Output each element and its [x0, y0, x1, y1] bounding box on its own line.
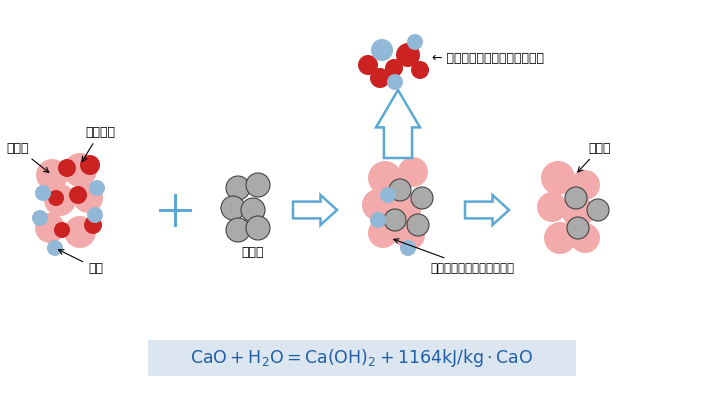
Circle shape — [362, 189, 394, 221]
Circle shape — [246, 173, 270, 197]
Circle shape — [544, 222, 576, 254]
Circle shape — [58, 159, 76, 177]
Circle shape — [387, 74, 403, 90]
Circle shape — [246, 216, 270, 240]
Circle shape — [69, 186, 87, 204]
Polygon shape — [293, 195, 337, 225]
Circle shape — [570, 223, 600, 253]
Text: 生石灰: 生石灰 — [242, 246, 264, 259]
Circle shape — [87, 207, 103, 223]
Circle shape — [73, 183, 103, 213]
Polygon shape — [376, 90, 420, 158]
Circle shape — [565, 187, 587, 209]
Circle shape — [64, 216, 96, 248]
Circle shape — [368, 218, 398, 248]
Text: 水分: 水分 — [59, 250, 103, 274]
Circle shape — [221, 196, 245, 220]
Circle shape — [84, 216, 102, 234]
Circle shape — [226, 176, 250, 200]
Circle shape — [380, 187, 396, 203]
Circle shape — [80, 155, 100, 175]
Circle shape — [407, 214, 429, 236]
Circle shape — [411, 187, 433, 209]
Text: $\mathregular{CaO+H_2O=Ca(OH)_2+1164kJ/kg\cdot CaO}$: $\mathregular{CaO+H_2O=Ca(OH)_2+1164kJ/k… — [190, 347, 534, 369]
Circle shape — [385, 59, 403, 77]
Circle shape — [36, 159, 68, 191]
Circle shape — [89, 180, 105, 196]
Circle shape — [226, 218, 250, 242]
FancyBboxPatch shape — [148, 340, 576, 376]
Circle shape — [541, 161, 575, 195]
Circle shape — [370, 68, 390, 88]
Text: 生石灰と水分が反応し発熱: 生石灰と水分が反応し発熱 — [393, 239, 514, 274]
Circle shape — [47, 240, 63, 256]
Circle shape — [32, 210, 48, 226]
Polygon shape — [465, 195, 509, 225]
Circle shape — [567, 217, 589, 239]
Circle shape — [570, 170, 600, 200]
Text: 土粒子: 土粒子 — [7, 141, 49, 173]
Text: ← 汚染物質が水分とともに蔣発: ← 汚染物質が水分とともに蔣発 — [432, 51, 544, 64]
Circle shape — [411, 61, 429, 79]
Circle shape — [371, 39, 393, 61]
Circle shape — [48, 190, 64, 206]
Circle shape — [35, 213, 65, 243]
Text: 土粒子: 土粒子 — [578, 141, 611, 172]
Circle shape — [384, 209, 406, 231]
Circle shape — [368, 161, 402, 195]
Circle shape — [400, 240, 416, 256]
Circle shape — [562, 196, 594, 228]
Circle shape — [358, 55, 378, 75]
Circle shape — [35, 185, 51, 201]
Circle shape — [241, 198, 265, 222]
Circle shape — [395, 220, 425, 250]
Circle shape — [587, 199, 609, 221]
Circle shape — [389, 179, 411, 201]
Circle shape — [54, 222, 70, 238]
Circle shape — [407, 34, 423, 50]
Circle shape — [370, 212, 386, 228]
Circle shape — [44, 184, 76, 216]
Text: 汚染物質: 汚染物質 — [82, 125, 115, 162]
Circle shape — [537, 192, 567, 222]
Circle shape — [398, 157, 428, 187]
Circle shape — [63, 153, 97, 187]
Circle shape — [389, 194, 421, 226]
Circle shape — [396, 43, 420, 67]
